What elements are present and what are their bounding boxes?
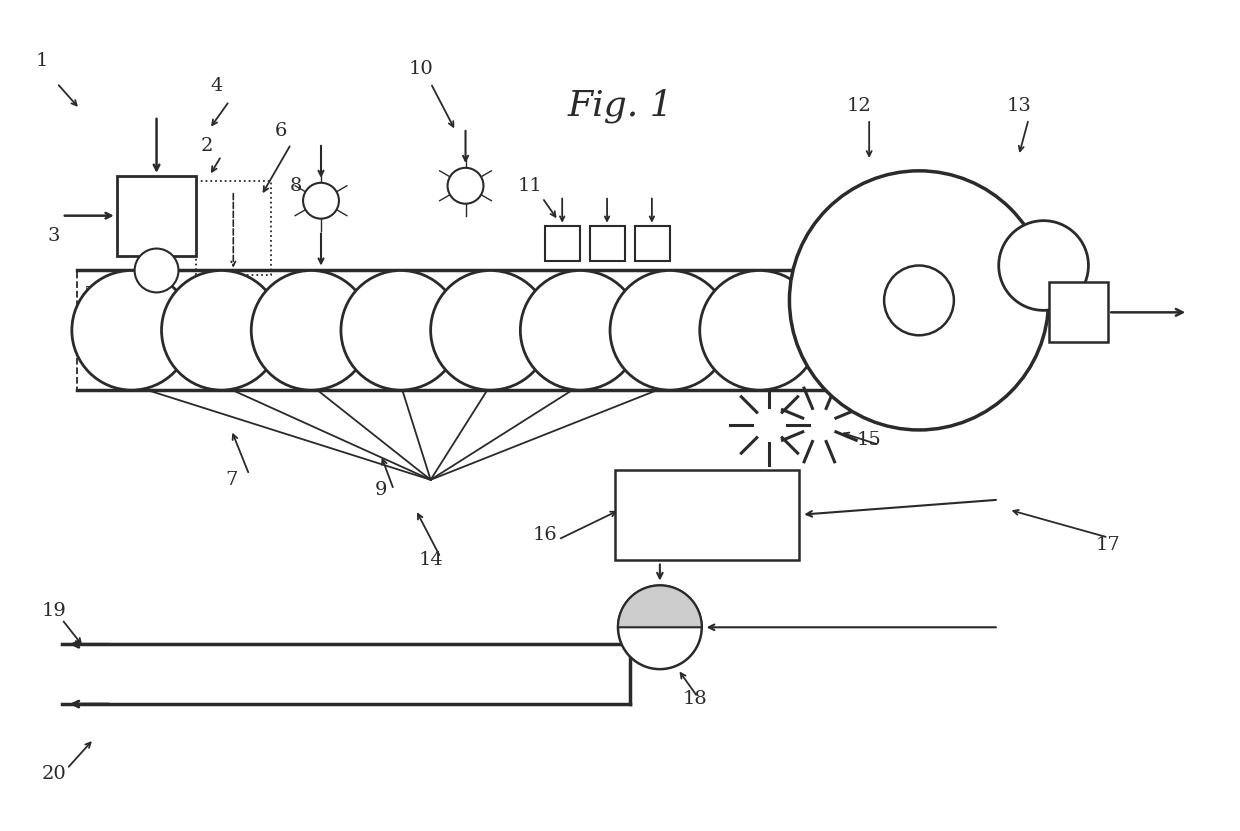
Text: 18: 18	[682, 690, 707, 708]
Text: 16: 16	[533, 525, 558, 543]
Text: 19: 19	[41, 602, 66, 621]
Text: 12: 12	[847, 97, 872, 115]
Circle shape	[161, 270, 281, 390]
Text: 6: 6	[275, 122, 288, 140]
Text: 2: 2	[200, 137, 212, 155]
Bar	[1049, 283, 1109, 342]
Circle shape	[448, 168, 484, 204]
Circle shape	[699, 270, 820, 390]
Circle shape	[884, 265, 954, 335]
Text: 10: 10	[408, 60, 433, 78]
Bar	[77, 270, 899, 390]
Circle shape	[135, 248, 179, 293]
Text: 7: 7	[226, 471, 238, 489]
Text: 14: 14	[418, 550, 443, 568]
Text: 20: 20	[41, 765, 66, 783]
Text: 5: 5	[83, 287, 95, 304]
Circle shape	[430, 270, 551, 390]
Text: 17: 17	[1096, 535, 1121, 553]
Text: 11: 11	[518, 177, 543, 194]
Circle shape	[521, 270, 640, 390]
Text: 15: 15	[857, 431, 882, 449]
Circle shape	[998, 221, 1089, 310]
Bar	[615, 470, 800, 559]
Circle shape	[618, 585, 702, 669]
Circle shape	[72, 270, 191, 390]
Text: Fig. 1: Fig. 1	[567, 89, 673, 123]
Text: 3: 3	[47, 227, 61, 244]
Bar	[546, 226, 580, 261]
Text: 9: 9	[374, 481, 387, 499]
Text: 13: 13	[1006, 97, 1032, 115]
Text: 1: 1	[36, 52, 48, 70]
Circle shape	[252, 270, 371, 390]
Wedge shape	[618, 585, 702, 627]
Bar	[635, 226, 670, 261]
Circle shape	[303, 183, 339, 219]
Text: 4: 4	[210, 77, 222, 95]
Bar	[590, 226, 625, 261]
Bar	[117, 176, 196, 256]
Circle shape	[341, 270, 460, 390]
Text: 8: 8	[290, 177, 303, 194]
Circle shape	[790, 171, 1049, 430]
Circle shape	[610, 270, 729, 390]
Bar	[196, 181, 272, 275]
